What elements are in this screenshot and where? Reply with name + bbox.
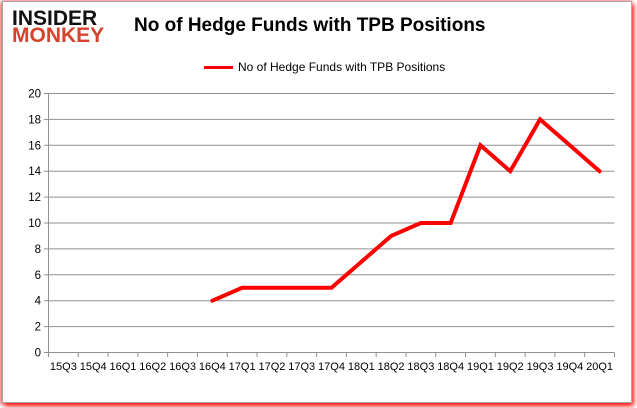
x-axis-label: 19Q2 [497,361,524,373]
x-axis-label: 16Q1 [110,361,137,373]
x-axis-label: 17Q4 [318,361,345,373]
x-axis-label: 19Q3 [527,361,554,373]
y-axis-label: 16 [28,140,41,152]
x-axis-label: 19Q1 [467,361,494,373]
x-axis-label: 20Q1 [586,361,613,373]
x-axis-label: 15Q3 [50,361,77,373]
y-axis-label: 20 [28,89,41,101]
x-axis-label: 16Q3 [169,361,196,373]
y-axis-label: 12 [28,192,41,204]
x-axis-label: 18Q3 [407,361,434,373]
x-axis-label: 17Q3 [288,361,315,373]
x-axis-label: 18Q4 [437,361,464,373]
legend-label: No of Hedge Funds with TPB Positions [238,60,446,74]
x-axis-label: 16Q2 [139,361,166,373]
x-axis-label: 15Q4 [80,361,107,373]
y-axis-label: 0 [35,348,41,360]
legend-line-swatch [204,65,233,69]
y-axis-label: 8 [35,244,41,256]
line-chart: 0 2 4 6 8 10 12 14 16 18 20 15Q3 15Q4 16Q1 16Q2 16Q3 16Q… [28,89,615,373]
data-line [210,116,602,303]
logo-text-insider: INSIDER [12,7,98,30]
y-axis-label: 6 [35,270,41,282]
y-axis-label: 4 [35,296,42,308]
y-axis-label: 2 [35,322,41,334]
y-axis-label: 14 [28,166,41,178]
x-axis-label: 18Q2 [378,361,405,373]
logo-text-monkey: MONKEY [12,24,105,47]
chart-frame: INSIDER MONKEY No of Hedge Funds with TP… [2,1,632,403]
legend: No of Hedge Funds with TPB Positions [204,60,445,74]
x-axis-label: 18Q1 [348,361,375,373]
x-axis-label: 17Q2 [258,361,285,373]
y-axis-label: 18 [28,114,41,126]
page-title: No of Hedge Funds with TPB Positions [134,15,486,36]
x-axis-label: 16Q4 [199,361,226,373]
x-axis-label: 19Q4 [556,361,583,373]
y-axis-label: 10 [28,218,41,230]
x-axis-label: 17Q1 [229,361,256,373]
insider-monkey-logo: INSIDER MONKEY [12,7,105,47]
